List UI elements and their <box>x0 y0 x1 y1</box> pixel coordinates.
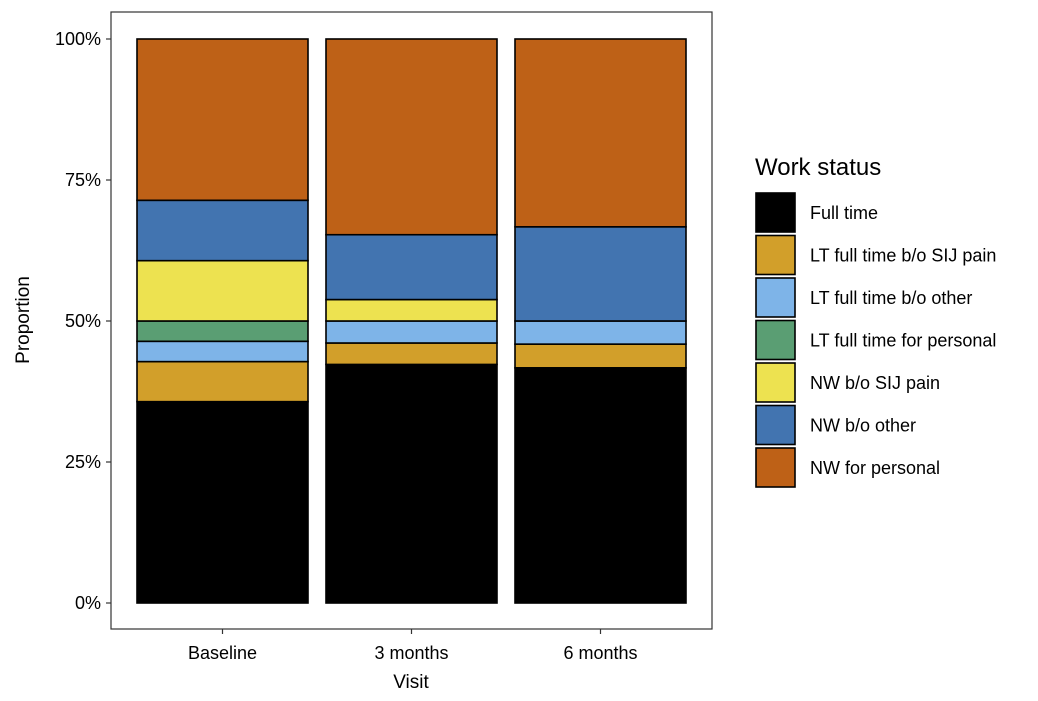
legend-swatch <box>755 192 796 233</box>
legend-title: Work status <box>755 154 881 181</box>
legend-label: NW for personal <box>810 458 940 478</box>
bar-segment <box>136 199 309 262</box>
bar-segment <box>325 320 498 344</box>
bar-segment <box>325 233 498 301</box>
x-axis-title: Visit <box>393 672 429 693</box>
legend-label: NW b/o SIJ pain <box>810 373 940 393</box>
bar-segment <box>325 298 498 322</box>
bar-segment <box>136 360 309 403</box>
y-tick-label: 100% <box>55 29 101 49</box>
y-axis-title: Proportion <box>13 276 34 364</box>
x-tick-label: 3 months <box>374 643 448 663</box>
legend-label: LT full time b/o other <box>810 288 972 308</box>
legend-label: Full time <box>810 203 878 223</box>
bar-segment <box>136 340 309 363</box>
legend-label: LT full time b/o SIJ pain <box>810 246 996 266</box>
legend-label: NW b/o other <box>810 416 916 436</box>
bar-segment <box>325 38 498 236</box>
y-tick-label: 75% <box>65 170 101 190</box>
y-tick-label: 50% <box>65 311 101 331</box>
legend: Work status Full time LT full time b/o SI… <box>755 154 996 488</box>
x-axis: Baseline 3 months 6 months <box>188 629 638 663</box>
bar-segment <box>136 320 309 343</box>
legend-swatch <box>755 447 796 488</box>
bar-segment <box>325 342 498 366</box>
legend-swatch <box>755 234 796 276</box>
y-axis: 0% 25% 50% 75% 100% <box>55 29 111 613</box>
bar-segment <box>136 400 309 604</box>
legend-swatch <box>755 277 796 318</box>
bar-segment <box>514 320 687 345</box>
x-tick-label: 6 months <box>563 643 637 663</box>
bar-segment <box>325 363 498 604</box>
legend-label: LT full time for personal <box>810 331 996 351</box>
x-tick-label: Baseline <box>188 643 257 663</box>
y-tick-label: 0% <box>75 593 101 613</box>
bar-segment <box>514 226 687 322</box>
bars-layer <box>136 38 687 604</box>
legend-swatch <box>755 362 796 403</box>
legend-swatch <box>755 404 796 446</box>
bar-segment <box>514 367 687 604</box>
bar-segment <box>136 38 309 202</box>
bar-segment <box>514 343 687 369</box>
legend-swatch <box>755 319 796 361</box>
y-tick-label: 25% <box>65 452 101 472</box>
bar-segment <box>136 259 309 322</box>
bar-segment <box>514 38 687 228</box>
